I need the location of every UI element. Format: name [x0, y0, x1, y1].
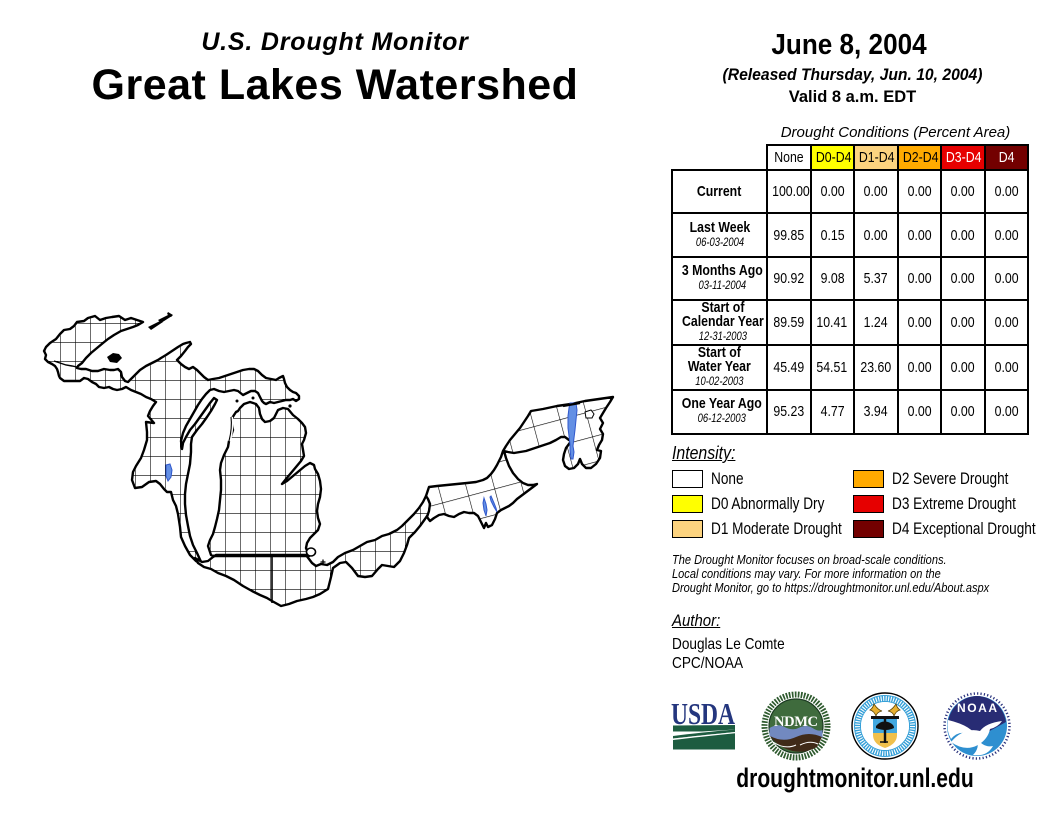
svg-text:NDMC: NDMC [774, 714, 818, 730]
svg-text:NOAA: NOAA [957, 701, 997, 715]
